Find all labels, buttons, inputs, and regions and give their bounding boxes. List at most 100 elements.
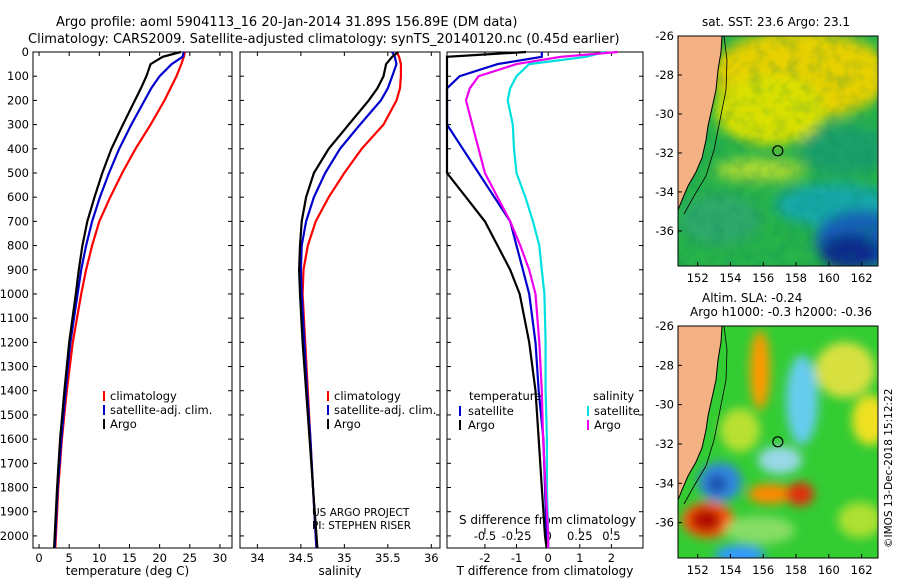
header-line1: Argo profile: aoml 5904113_16 20-Jan-201… [56, 15, 517, 30]
legend-label: satellite [468, 404, 514, 418]
y-tick-label: 500 [7, 166, 29, 180]
map-x-tick-label: 154 [719, 563, 741, 577]
sla-float-marker [772, 436, 784, 448]
y-tick-label: 1400 [0, 384, 29, 398]
sst-map-isobath [683, 36, 728, 215]
y-tick-label: 600 [7, 190, 29, 204]
map-y-tick-label: -34 [655, 476, 674, 490]
x-tick-label: -2 [479, 551, 490, 565]
y-tick-label: 1500 [0, 408, 29, 422]
y-tick-label: 1900 [0, 505, 29, 519]
legend-label: satellite-adj. clim. [334, 403, 436, 417]
series-sal-0 [301, 51, 402, 549]
sst-float-marker [772, 145, 784, 157]
sla-map-subtitle: Argo h1000: -0.3 h2000: -0.36 [690, 305, 872, 319]
sst-map-image [678, 36, 878, 266]
x-tick-label: 30 [213, 551, 228, 565]
map-x-tick-label: 158 [785, 563, 807, 577]
x-tick-label: 2 [608, 551, 615, 565]
sla-map-title: Altim. SLA: -0.24 [702, 291, 802, 305]
map-y-tick-label: -36 [655, 516, 674, 530]
x-tick-label: 25 [182, 551, 197, 565]
sst-map-frame [677, 35, 879, 267]
series-temp-1 [53, 51, 185, 549]
x-tick-label: 15 [122, 551, 137, 565]
legend-label: climatology [110, 389, 177, 403]
legend-salinity-title: salinity [593, 389, 634, 403]
map-x-tick-label: 160 [818, 271, 840, 285]
sla-map-isobath [683, 326, 728, 505]
map-y-tick-label: -30 [655, 107, 674, 121]
x-tick-label: 0 [35, 551, 42, 565]
plot-frame [239, 51, 441, 549]
map-x-tick-label: 162 [851, 271, 873, 285]
x-axis-label: temperature (deg C) [66, 564, 189, 578]
y-tick-label: 1800 [0, 481, 29, 495]
y-tick-label: 400 [7, 142, 29, 156]
x-tick-label: 5 [66, 551, 73, 565]
y-tick-label: 900 [7, 263, 29, 277]
series-diff-3 [464, 50, 618, 548]
difference-panel: -2 -1 0 1 2-0.5 -0.25 0 0.25 0.5S difference fro… [445, 50, 644, 578]
map-x-tick-label: 152 [687, 271, 709, 285]
s-tick-label: -0.25 [502, 529, 532, 543]
map-y-tick-label: -32 [655, 437, 674, 451]
plot-frame [32, 51, 233, 549]
y-tick-label: 1100 [0, 311, 29, 325]
map-y-tick-label: -34 [655, 185, 674, 199]
y-tick-label: 700 [7, 214, 29, 228]
legend-label: satellite [594, 404, 640, 418]
series-sal-2 [297, 51, 399, 549]
legend-label: Argo [594, 418, 621, 432]
s-tick-label: 0.25 [567, 529, 593, 543]
legend-label: climatology [334, 389, 401, 403]
legend-label: satellite-adj. clim. [110, 403, 212, 417]
sst-map-axes: 152 154 156 158 160 162 -26 -28 -30 -32 -34 -36 [655, 29, 872, 285]
map-x-tick-label: 160 [818, 563, 840, 577]
series-diff-0 [445, 52, 548, 548]
sst-map-land [678, 36, 723, 211]
map-x-tick-label: 162 [851, 563, 873, 577]
credit-project: US ARGO PROJECT [312, 507, 410, 519]
temperature-panel: 0100200300400500600700800900100011001200… [0, 45, 233, 578]
map-y-tick-label: -30 [655, 398, 674, 412]
map-y-tick-label: -26 [655, 319, 674, 333]
x-tick-label: 20 [152, 551, 167, 565]
x-axis-label: T difference from climatology [456, 564, 634, 578]
sla-map-image [678, 326, 878, 558]
credit-imos: ©IMOS 13-Dec-2018 15:12:22 [883, 389, 895, 548]
map-x-tick-label: 156 [752, 271, 774, 285]
sla-map-land [678, 326, 723, 501]
y-tick-label: 1300 [0, 360, 29, 374]
x-tick-label: 34.5 [288, 551, 314, 565]
y-tick-label: 2000 [0, 529, 29, 543]
x-tick-label: 35.5 [375, 551, 401, 565]
sla-map: Altim. SLA: -0.24 Argo h1000: -0.3 h2000… [655, 291, 879, 577]
header-line2: Climatology: CARS2009. Satellite-adjuste… [28, 32, 620, 47]
x-tick-label: -1 [511, 551, 522, 565]
salinity-panel: 34 34.5 35 35.5 36 salinity climatologysatelli… [239, 51, 441, 578]
series-diff-1 [445, 50, 548, 549]
y-tick-label: 1600 [0, 432, 29, 446]
sla-map-frame [677, 325, 879, 559]
x-tick-label: 36 [424, 551, 439, 565]
series-temp-2 [53, 50, 181, 549]
legend-label: Argo [334, 417, 361, 431]
sst-map: sat. SST: 23.6 Argo: 23.1 152 154 156 158 16… [655, 15, 879, 285]
map-y-tick-label: -32 [655, 146, 674, 160]
credit-pi: PI: STEPHEN RISER [312, 520, 411, 532]
y-tick-label: 0 [22, 45, 29, 59]
series-diff-2 [506, 50, 606, 548]
y-tick-label: 300 [7, 118, 29, 132]
x-axis-label: salinity [318, 564, 361, 578]
y-tick-label: 1000 [0, 287, 29, 301]
map-y-tick-label: -28 [655, 358, 674, 372]
legend-label: Argo [110, 417, 137, 431]
plot-frame [446, 51, 644, 549]
y-tick-label: 100 [7, 69, 29, 83]
map-x-tick-label: 156 [752, 563, 774, 577]
x-tick-label: 10 [92, 551, 107, 565]
map-x-tick-label: 154 [719, 271, 741, 285]
y-tick-label: 200 [7, 93, 29, 107]
